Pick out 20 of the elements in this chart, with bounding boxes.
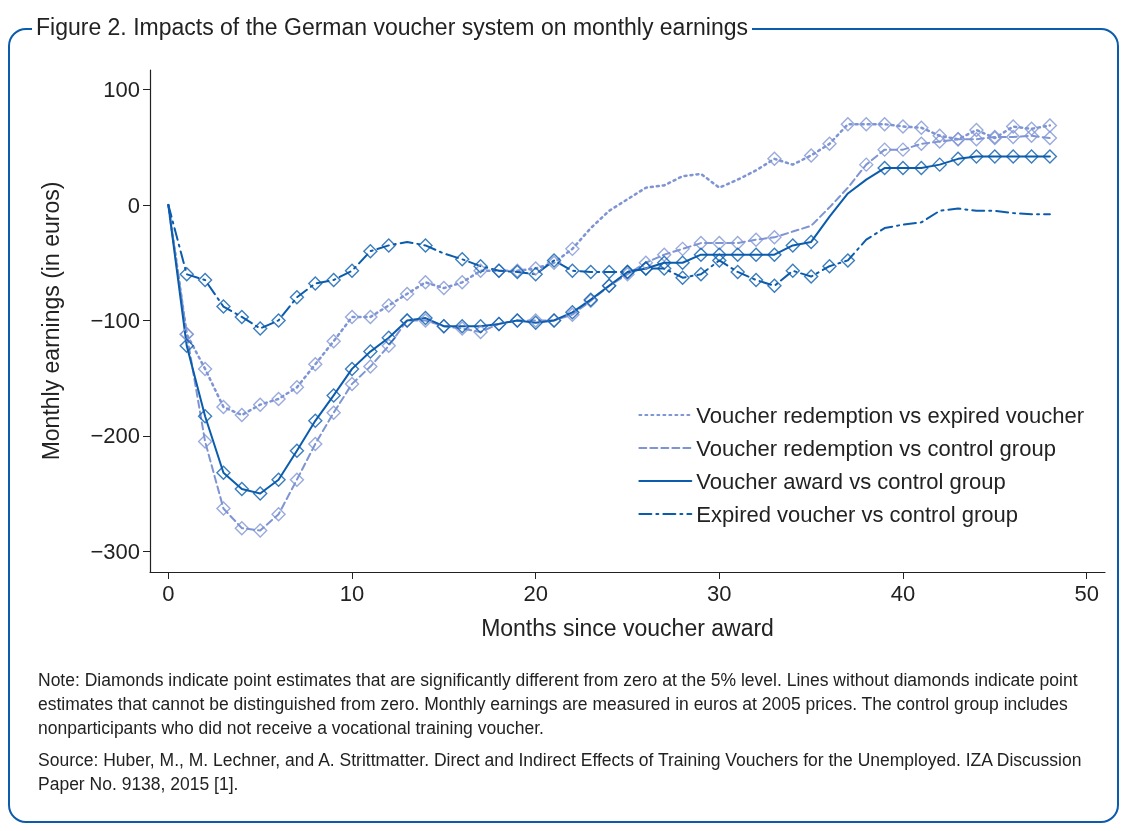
chart-title: Figure 2. Impacts of the German voucher system on monthly earnings xyxy=(32,14,753,41)
y-tick-label: 100 xyxy=(103,77,140,103)
x-tick-label: 50 xyxy=(1074,580,1099,606)
x-tick-label: 40 xyxy=(890,580,916,606)
x-tick-label: 0 xyxy=(162,580,175,606)
y-tick-label: −100 xyxy=(90,307,140,333)
y-tick-label: 0 xyxy=(127,192,140,218)
source-note: Source: Huber, M., M. Lechner, and A. Strittmatter. Direct and Indirect Effects of Training Vouchers for the Unemployed. IZA Discussion Paper No. 9138, 2015 [1]. xyxy=(38,749,1083,796)
legend-label: Voucher redemption vs control group xyxy=(696,435,1056,461)
y-axis-title: Monthly earnings (in euros) xyxy=(37,181,64,461)
x-axis-title: Months since voucher award xyxy=(481,614,774,641)
x-tick-label: 30 xyxy=(707,580,732,606)
text: Note: Diamonds indicate point estimates that are significantly different from zero at the 5% level. Lines without diamonds indicate point estimates that cannot be distinguished from zero. Monthly earnings are measured in euros at 2005 prices. The control group includes nonparticipants who did not receive a vocational training voucher. xyxy=(38,669,1079,740)
y-tick-label: −200 xyxy=(90,423,140,449)
y-tick-label: −300 xyxy=(90,538,140,564)
legend-label: Expired voucher vs control group xyxy=(696,501,1018,527)
x-tick-label: 20 xyxy=(523,580,548,606)
x-tick-label: 10 xyxy=(339,580,365,606)
legend-label: Voucher redemption vs expired voucher xyxy=(696,402,1085,428)
legend-label: Voucher award vs control group xyxy=(696,468,1006,494)
